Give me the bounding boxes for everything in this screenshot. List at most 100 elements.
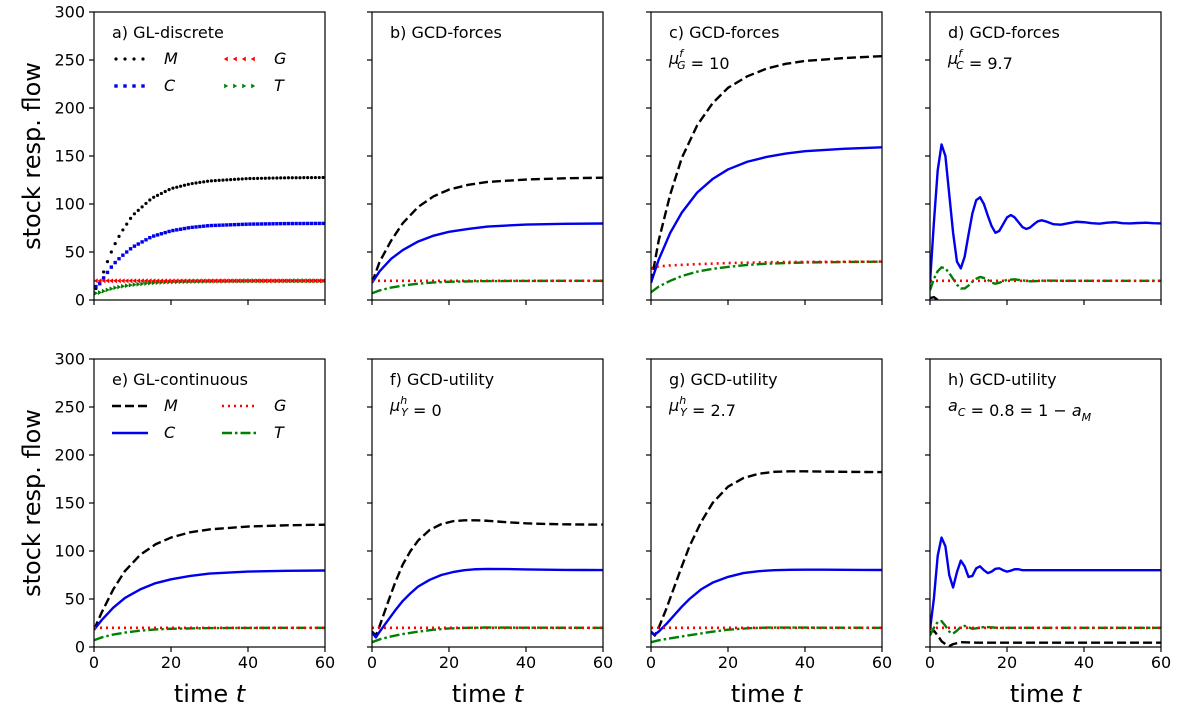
series-point — [144, 281, 149, 286]
y-tick-label: 300 — [54, 3, 85, 22]
series-point — [194, 225, 198, 229]
series-c — [372, 567, 603, 639]
x-tick-label: 40 — [795, 653, 815, 672]
panel-title: d) GCD-forces — [948, 23, 1060, 42]
legend: MC GT — [114, 49, 286, 95]
y-tick-label: 150 — [54, 147, 85, 166]
series-point — [302, 221, 306, 226]
series-point — [193, 278, 198, 284]
series-point — [286, 176, 291, 180]
series-point — [120, 278, 125, 284]
series-point — [209, 223, 214, 228]
series-point — [182, 226, 187, 231]
series-point — [282, 221, 287, 226]
series-point — [240, 222, 244, 227]
series-point — [105, 287, 110, 293]
legend-marker — [241, 56, 246, 62]
series-point — [194, 181, 198, 185]
series-point — [255, 278, 260, 284]
series-t — [930, 266, 1161, 291]
series-point — [132, 244, 137, 248]
y-tick-label: 200 — [54, 99, 85, 118]
series-t — [930, 619, 1161, 637]
series-m — [372, 519, 603, 637]
series-point — [244, 222, 248, 226]
series-point — [320, 278, 325, 284]
series-point — [148, 280, 153, 286]
series-point — [290, 221, 294, 226]
series-point — [271, 222, 275, 226]
series-point — [190, 181, 194, 186]
series-point — [236, 222, 241, 227]
series-m — [651, 470, 882, 637]
panel-g: 0 20 40 60 time t g) GCD-utility μh Y = 2.7 — [646, 358, 892, 708]
series-point — [105, 260, 110, 264]
legend-item-g: G — [222, 396, 286, 415]
series-c — [930, 143, 1161, 283]
series-point — [224, 278, 229, 284]
series-point — [298, 176, 302, 180]
series-point — [182, 183, 187, 187]
series-point — [205, 224, 210, 228]
series-point — [286, 221, 291, 226]
series-point — [178, 227, 183, 231]
legend-marker — [114, 84, 118, 88]
series-point — [143, 278, 148, 284]
series-point — [124, 283, 129, 289]
series-point — [171, 186, 175, 190]
series-c — [930, 536, 1161, 630]
legend-item-m: M — [112, 396, 178, 415]
series-point — [247, 278, 252, 284]
plot-area — [651, 54, 882, 294]
series-point — [159, 278, 164, 284]
legend-item-m: M — [114, 49, 178, 68]
legend-marker — [223, 56, 228, 62]
y-tick-label: 100 — [54, 195, 85, 214]
series-m — [930, 629, 1161, 647]
series-point — [252, 176, 256, 181]
legend-label: C — [164, 423, 176, 442]
axes-frame — [93, 358, 326, 648]
series-t — [651, 260, 882, 294]
y-tick-label: 250 — [54, 51, 85, 70]
series-point — [121, 253, 125, 257]
series-point — [94, 290, 99, 296]
series-point — [112, 278, 117, 284]
series-point — [163, 278, 168, 284]
panel-title: g) GCD-utility — [669, 370, 778, 389]
series-point — [232, 177, 237, 181]
series-point — [236, 278, 241, 284]
x-axis-label: time t — [452, 680, 525, 708]
series-point — [128, 282, 133, 288]
series-point — [109, 286, 114, 292]
series-point — [309, 278, 314, 284]
series-point — [278, 278, 283, 284]
panel-subtitle: aC = 0.8 = 1 − aM — [948, 396, 1092, 424]
series-point — [155, 278, 160, 284]
series-point — [313, 278, 318, 284]
series-point — [105, 278, 110, 284]
series-point — [205, 278, 210, 284]
panel-subtitle: μf C = 9.7 — [947, 47, 1013, 73]
series-point — [155, 233, 160, 237]
series-point — [94, 278, 98, 284]
axes-frame — [93, 11, 326, 301]
series-point — [136, 278, 141, 284]
legend-label: M — [164, 396, 178, 415]
series-point — [117, 284, 122, 290]
legend: MC GT — [112, 396, 286, 442]
x-axis-label: time t — [731, 680, 804, 708]
axes-frame — [371, 11, 604, 301]
series-point — [132, 212, 137, 216]
series-point — [294, 221, 298, 226]
panel-c: c) GCD-forces μf G = 10 — [646, 11, 883, 305]
series-point — [290, 176, 294, 180]
series-t — [651, 626, 882, 644]
series-point — [117, 234, 121, 238]
y-tick-label: 300 — [54, 350, 85, 369]
series-point — [147, 278, 152, 284]
series-point — [213, 223, 217, 228]
series-point — [166, 278, 171, 284]
series-point — [266, 278, 271, 284]
series-c — [372, 222, 603, 284]
